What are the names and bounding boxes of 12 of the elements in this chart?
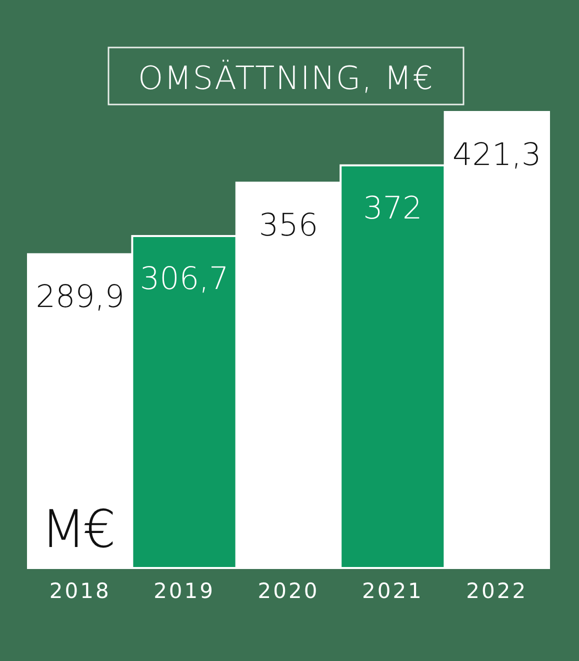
x-tick-label: 2021: [362, 579, 424, 603]
data-label: 421,3: [452, 137, 542, 173]
data-label: 306,7: [140, 261, 229, 298]
chart-title: OMSÄTTNING, M€: [138, 59, 434, 97]
data-label: 356: [258, 208, 318, 244]
x-tick-label: 2020: [258, 579, 320, 603]
x-tick-label: 2018: [49, 579, 111, 603]
data-label: 289,9: [36, 279, 124, 316]
x-tick-label: 2019: [154, 579, 216, 603]
x-tick-label: 2022: [466, 579, 528, 603]
data-label: 372: [363, 190, 422, 226]
y-axis-title: M€: [41, 500, 113, 560]
